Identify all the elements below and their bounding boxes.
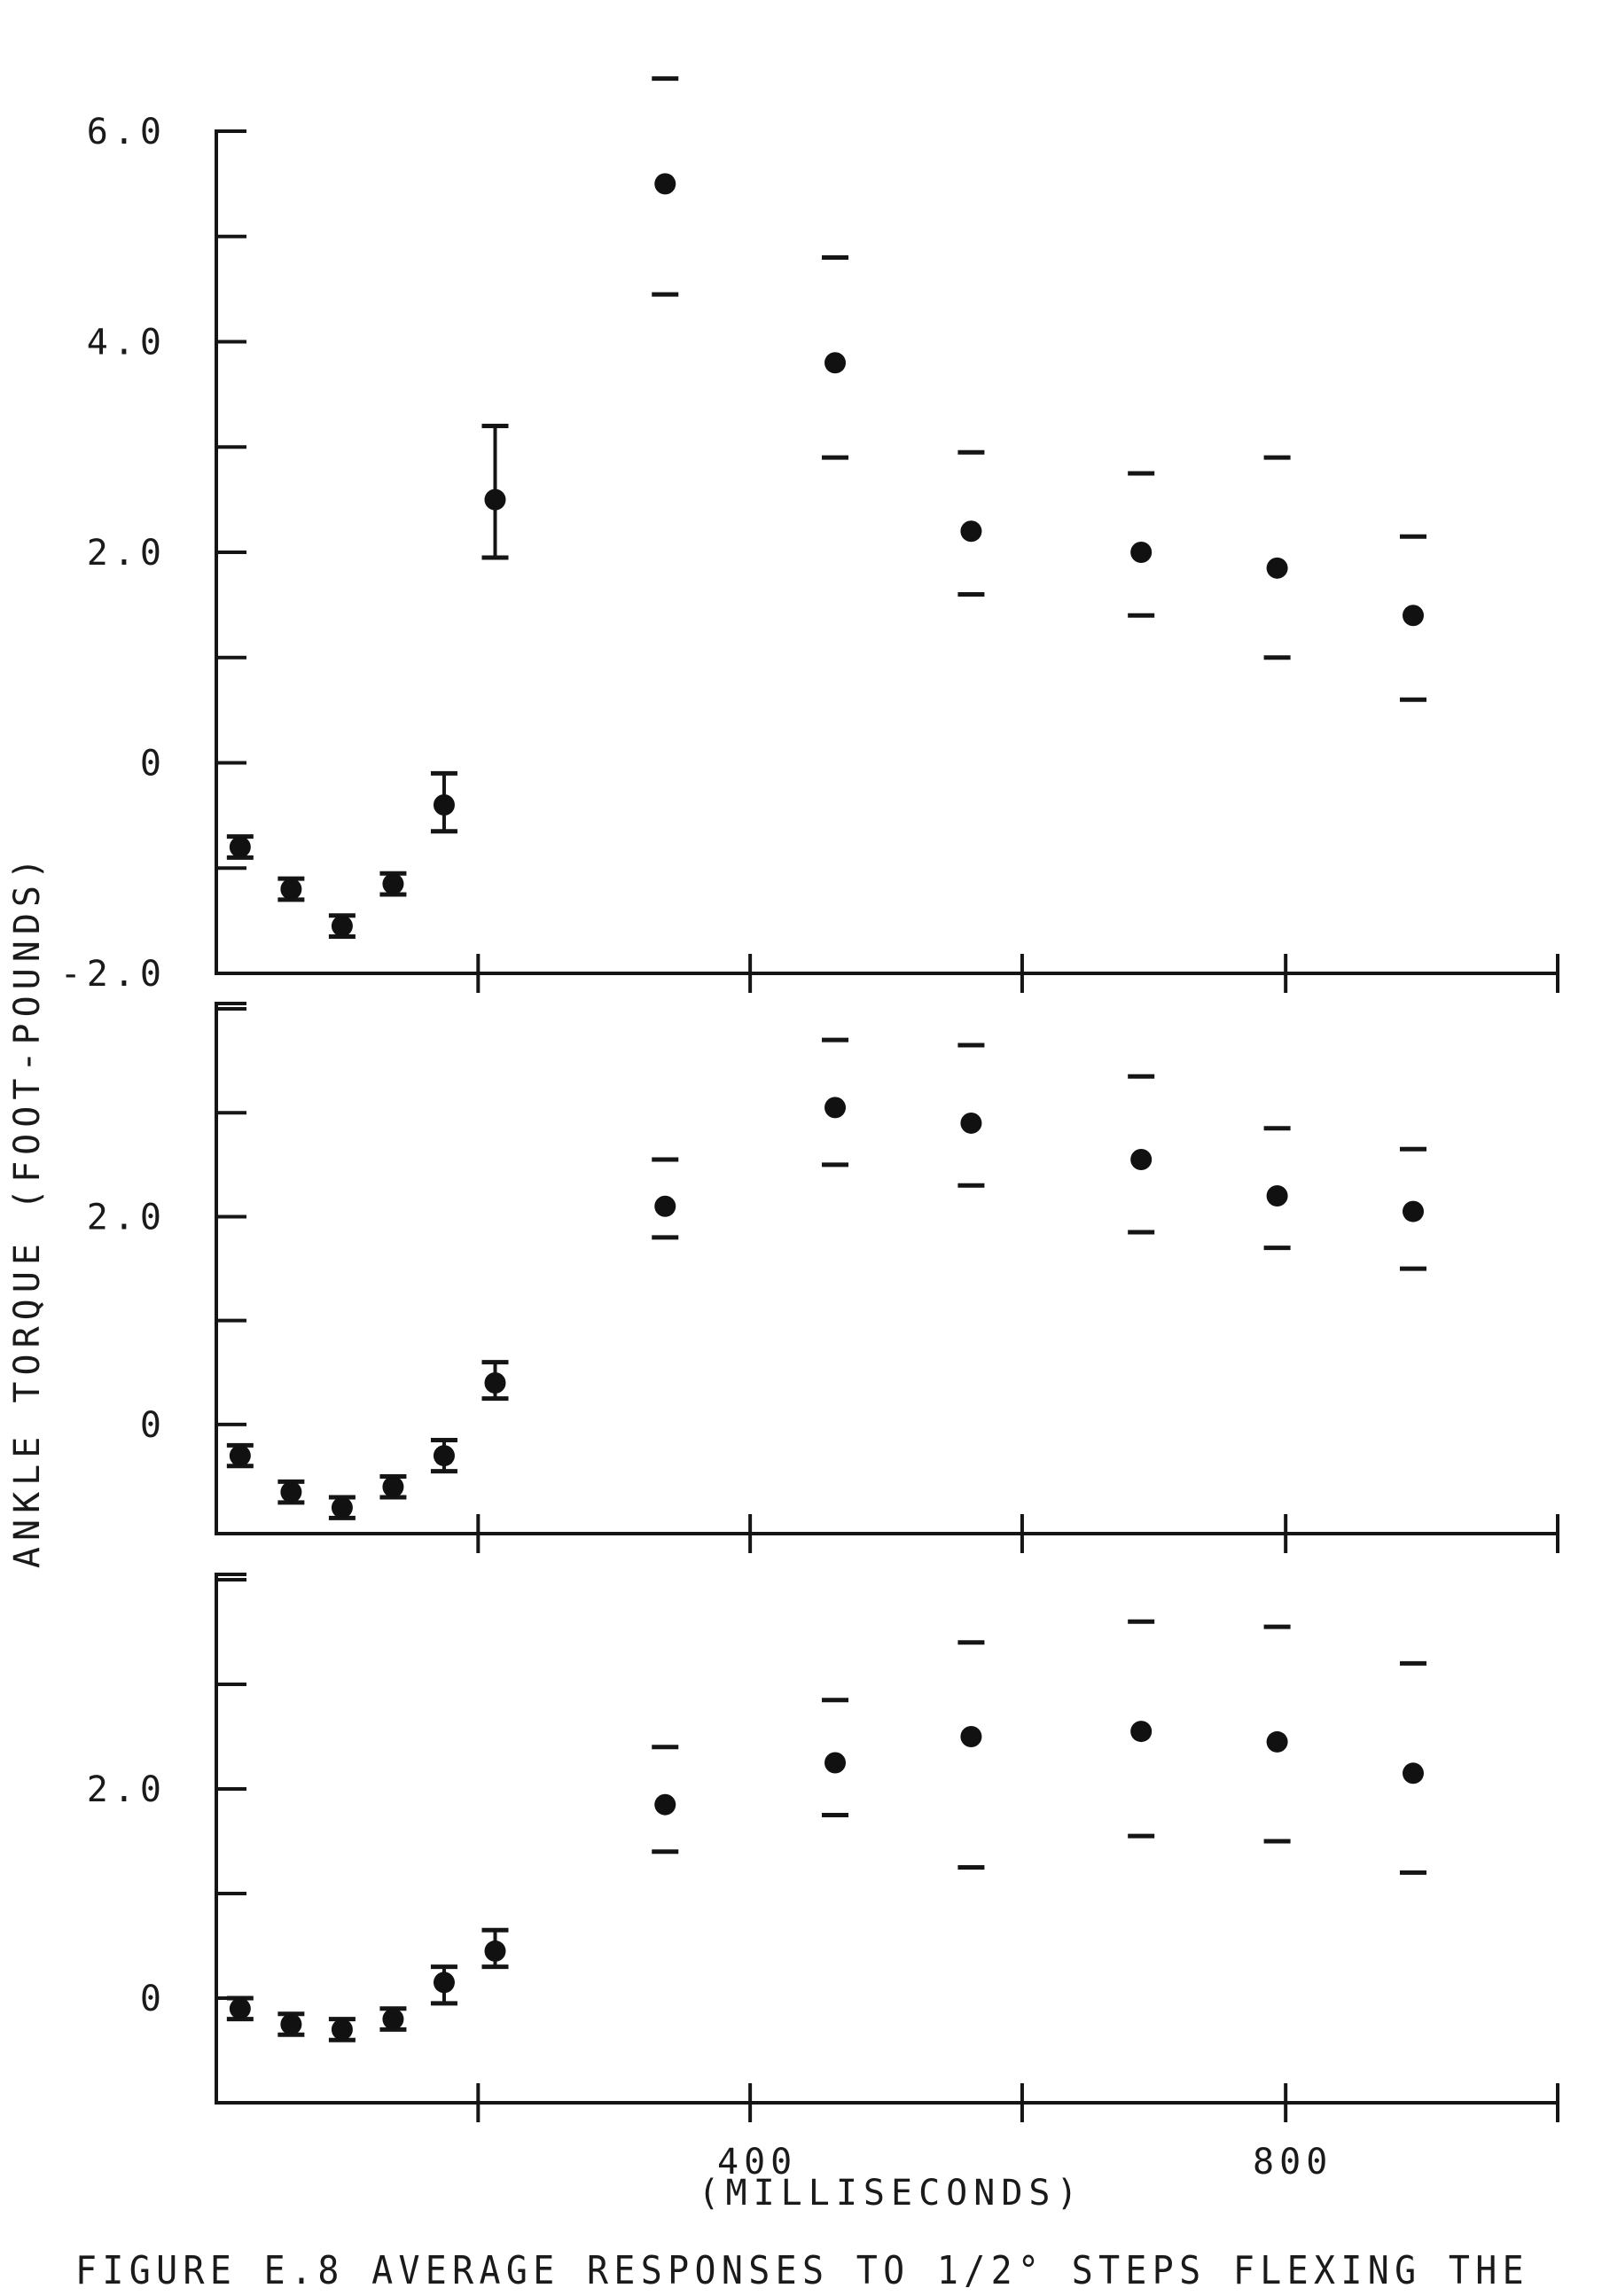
y-tick-label: 2.0 (87, 533, 167, 574)
data-point (822, 1698, 849, 1817)
y-tick-label: 0 (140, 744, 167, 785)
mean-marker (654, 1793, 676, 1816)
mean-marker (1266, 1185, 1288, 1207)
mean-marker (824, 352, 847, 374)
mean-marker (824, 1097, 847, 1119)
mean-marker (1130, 1721, 1153, 1743)
x-tick-label: 800 (1253, 2142, 1332, 2183)
data-point (328, 2017, 356, 2042)
mean-marker (433, 1972, 455, 1994)
data-point (1400, 534, 1427, 702)
data-point (328, 913, 356, 939)
data-point (822, 255, 849, 460)
data-point (379, 2006, 407, 2032)
data-point (1263, 1126, 1291, 1251)
mean-marker (382, 1476, 404, 1498)
data-point (481, 424, 509, 560)
data-point (652, 1745, 679, 1855)
mean-marker (229, 1997, 251, 2019)
mean-marker (331, 915, 353, 937)
mean-marker (280, 2013, 302, 2035)
data-point (379, 871, 407, 897)
data-point (481, 1360, 509, 1402)
mean-marker (824, 1752, 847, 1774)
data-point (328, 1495, 356, 1520)
x-tick-label: 400 (717, 2142, 797, 2183)
data-point (957, 1043, 985, 1188)
data-point (226, 1442, 254, 1469)
data-point (1400, 1660, 1427, 1875)
mean-marker (382, 873, 404, 895)
mean-marker (331, 2019, 353, 2041)
data-point (1128, 1619, 1155, 1839)
data-point (652, 1157, 679, 1240)
mean-marker (960, 520, 982, 543)
mean-marker (229, 836, 251, 858)
data-point (1263, 1624, 1291, 1844)
data-point (1263, 455, 1291, 660)
mean-marker (484, 1940, 506, 1962)
y-axis-title: ANKLE TORQUE (FOOT-POUNDS) (7, 852, 48, 1568)
data-point (1128, 1074, 1155, 1235)
data-point (430, 1437, 457, 1474)
mean-marker (1403, 1200, 1425, 1222)
y-tick-label: 0 (140, 1979, 167, 2019)
panel-top: -2.0 0 2.0 4.0 6.0 (60, 76, 1559, 995)
mean-marker (1130, 1148, 1153, 1170)
data-point (481, 1927, 509, 1970)
mean-marker (960, 1726, 982, 1747)
mean-marker (960, 1112, 982, 1134)
mean-marker (484, 1372, 506, 1394)
y-tick-label: 4.0 (87, 323, 167, 363)
mean-marker (433, 794, 455, 816)
mean-marker (1266, 1730, 1288, 1753)
data-point (652, 76, 679, 297)
y-tick-label: 6.0 (87, 112, 167, 152)
data-point (822, 1037, 849, 1168)
y-tick-label: -2.0 (60, 954, 167, 995)
y-tick-label: 2.0 (87, 1769, 167, 1810)
x-axis-title: (MILLISECONDS) (698, 2173, 1083, 2214)
data-point (957, 1640, 985, 1870)
mean-marker (280, 879, 302, 900)
y-tick-label: 0 (140, 1405, 167, 1446)
data-point (277, 2011, 305, 2037)
y-tick-label: 2.0 (87, 1197, 167, 1238)
data-point (226, 1995, 254, 2022)
mean-marker (654, 173, 676, 195)
mean-marker (433, 1445, 455, 1467)
data-point (379, 1474, 407, 1500)
mean-marker (331, 1496, 353, 1519)
data-point (1128, 471, 1155, 618)
data-point (277, 876, 305, 902)
mean-marker (1266, 557, 1288, 579)
data-point (1400, 1146, 1427, 1271)
mean-marker (1403, 1762, 1425, 1784)
mean-marker (654, 1195, 676, 1217)
data-point (430, 770, 457, 834)
mean-marker (229, 1445, 251, 1467)
data-point (226, 834, 254, 860)
panel-bottom: 0 2.0 400 800 (87, 1573, 1559, 2183)
mean-marker (1403, 605, 1425, 627)
data-point (957, 449, 985, 597)
data-point (430, 1964, 457, 2006)
mean-marker (382, 2008, 404, 2030)
mean-marker (280, 1481, 302, 1503)
figure-caption: FIGURE E.8 AVERAGE RESPONSES TO 1/2° STE… (75, 2248, 1529, 2293)
mean-marker (1130, 542, 1153, 563)
data-point (277, 1479, 305, 1505)
mean-marker (484, 488, 506, 511)
panel-middle: 02.0 (87, 1002, 1559, 1553)
